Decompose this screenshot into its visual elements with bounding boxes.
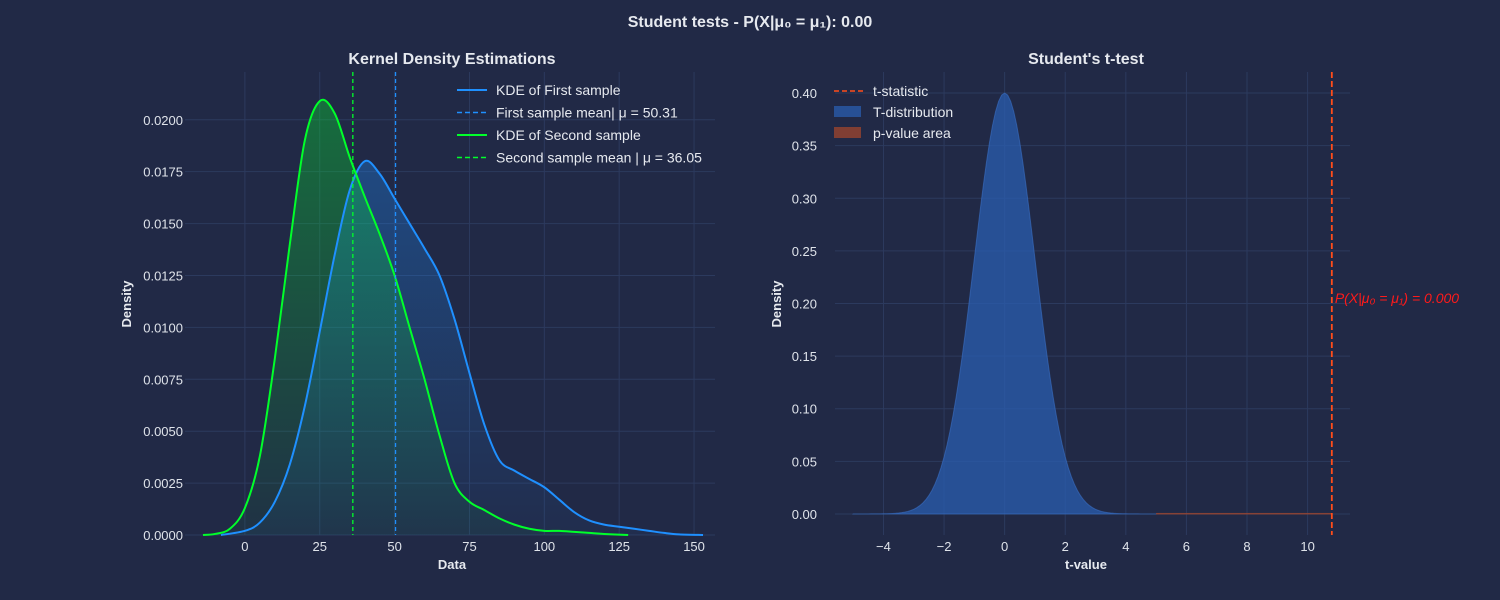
kde-y-axis-label: Density	[119, 280, 134, 328]
kde-legend-item-2: KDE of Second sample	[457, 127, 641, 143]
y-tick-label: 0.05	[792, 454, 817, 469]
t-distribution-area	[852, 92, 1157, 515]
ttest-y-ticks: 0.00 0.05 0.10 0.15 0.20 0.25 0.30 0.35 0.40	[792, 86, 817, 522]
p-value-area	[1156, 512, 1332, 515]
y-tick-label: 0.0000	[143, 528, 183, 543]
y-tick-label: 0.0200	[143, 113, 183, 128]
x-tick-label: 0	[1001, 539, 1008, 554]
y-tick-label: 0.00	[792, 507, 817, 522]
kde-panel: Kernel Density Estimations 0 25 50 75 100 125…	[119, 51, 715, 572]
legend-label: p-value area	[873, 125, 951, 141]
kde-y-ticks: 0.0000 0.0025 0.0050 0.0075 0.0100 0.0125 0.01…	[143, 113, 183, 543]
legend-label: T-distribution	[873, 104, 953, 120]
y-tick-label: 0.0050	[143, 424, 183, 439]
y-tick-label: 0.30	[792, 191, 817, 206]
y-tick-label: 0.10	[792, 402, 817, 417]
y-tick-label: 0.0075	[143, 372, 183, 387]
ttest-x-ticks: −4 −2 0 2 4 6 8 10	[876, 539, 1315, 554]
x-tick-label: 4	[1122, 539, 1129, 554]
y-tick-label: 0.15	[792, 349, 817, 364]
x-tick-label: 10	[1300, 539, 1314, 554]
x-tick-label: 2	[1062, 539, 1069, 554]
x-tick-label: 25	[313, 539, 327, 554]
legend-label: First sample mean| μ = 50.31	[496, 105, 678, 121]
ttest-panel: Student's t-test −4 −2 0 2 4 6 8 10 0.00 0.05 0.1…	[769, 51, 1459, 572]
x-tick-label: 6	[1183, 539, 1190, 554]
legend-swatch	[834, 106, 861, 117]
ttest-y-axis-label: Density	[769, 280, 784, 328]
ttest-legend-item-2: p-value area	[834, 125, 951, 141]
ttest-title: Student's t-test	[1028, 51, 1144, 68]
y-tick-label: 0.0100	[143, 320, 183, 335]
ttest-legend: t-statistic T-distribution p-value area	[834, 83, 953, 141]
kde-line-2	[202, 98, 629, 536]
y-tick-label: 0.40	[792, 86, 817, 101]
p-value-annotation: P(X|μ₀ = μ₁) = 0.000	[1335, 290, 1459, 306]
kde-title: Kernel Density Estimations	[348, 51, 555, 68]
y-tick-label: 0.0175	[143, 165, 183, 180]
y-tick-label: 0.0025	[143, 476, 183, 491]
y-tick-label: 0.0125	[143, 268, 183, 283]
y-tick-label: 0.35	[792, 139, 817, 154]
legend-swatch	[834, 127, 861, 138]
legend-label: t-statistic	[873, 83, 928, 99]
y-tick-label: 0.25	[792, 244, 817, 259]
legend-label: Second sample mean | μ = 36.05	[496, 150, 702, 166]
x-tick-label: 100	[533, 539, 555, 554]
legend-label: KDE of First sample	[496, 82, 621, 98]
x-tick-label: −4	[876, 539, 891, 554]
x-tick-label: 75	[462, 539, 476, 554]
kde-line-1	[220, 159, 704, 536]
kde-area-2	[202, 99, 629, 535]
kde-legend-item-3: Second sample mean | μ = 36.05	[457, 150, 702, 166]
kde-x-axis-label: Data	[438, 557, 467, 572]
ttest-x-axis-label: t-value	[1065, 557, 1107, 572]
ttest-grid	[835, 72, 1350, 535]
legend-label: KDE of Second sample	[496, 127, 641, 143]
y-tick-label: 0.0150	[143, 217, 183, 232]
x-tick-label: −2	[937, 539, 952, 554]
x-tick-label: 8	[1243, 539, 1250, 554]
ttest-legend-item-0: t-statistic	[834, 83, 928, 99]
ttest-legend-item-1: T-distribution	[834, 104, 953, 120]
kde-x-ticks: 0 25 50 75 100 125 150	[241, 539, 705, 554]
x-tick-label: 125	[608, 539, 630, 554]
ttest-areas	[852, 92, 1332, 515]
kde-legend-item-0: KDE of First sample	[457, 82, 621, 98]
x-tick-label: 0	[241, 539, 248, 554]
kde-lines	[202, 72, 704, 536]
x-tick-label: 150	[683, 539, 705, 554]
x-tick-label: 50	[387, 539, 401, 554]
kde-legend-item-1: First sample mean| μ = 50.31	[457, 105, 678, 121]
figure-suptitle: Student tests - P(X|μ₀ = μ₁): 0.00	[628, 14, 873, 31]
kde-legend: KDE of First sample First sample mean| μ …	[457, 82, 702, 166]
y-tick-label: 0.20	[792, 297, 817, 312]
